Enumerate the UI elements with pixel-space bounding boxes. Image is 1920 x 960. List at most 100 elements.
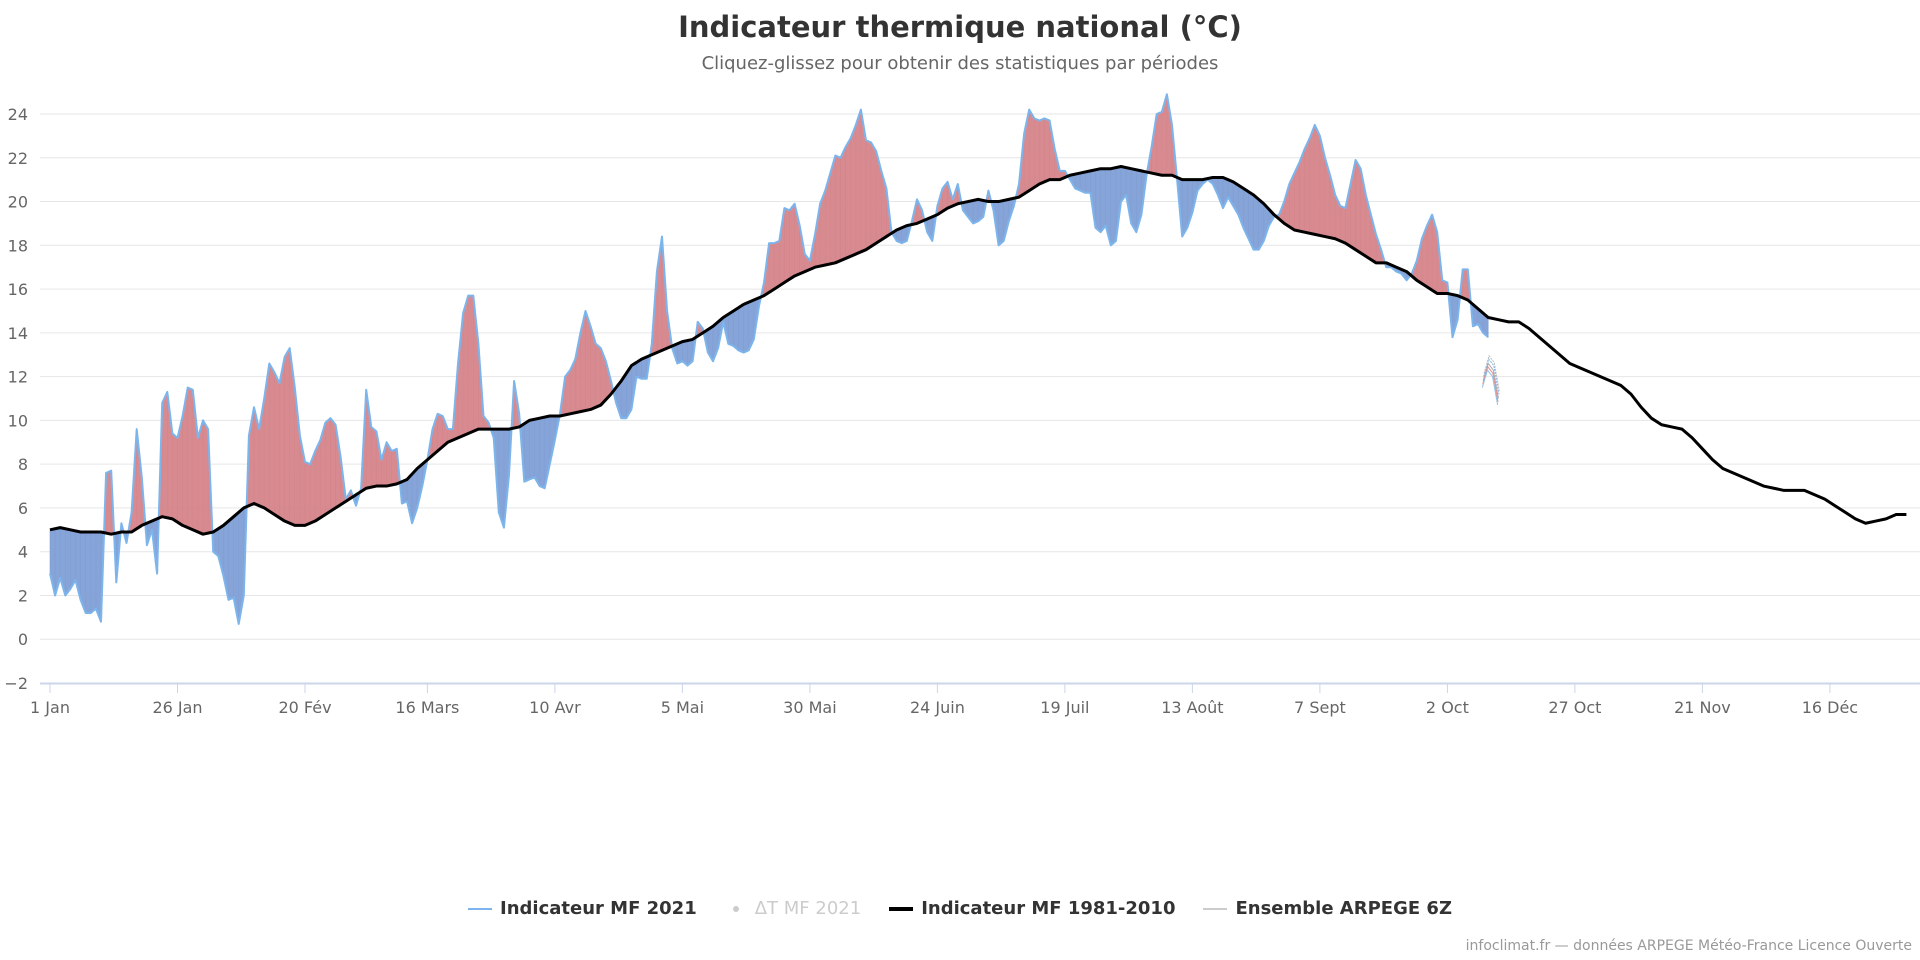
- y-tick-label: 18: [8, 236, 28, 255]
- delta-area: [391, 448, 398, 486]
- delta-area: [401, 479, 408, 505]
- line-symbol-icon: [1203, 907, 1228, 910]
- legend: Indicateur MF 2021 ΔT MF 2021 Indicateur…: [0, 898, 1920, 919]
- delta-area: [1034, 117, 1040, 188]
- delta-areas: [49, 94, 1489, 624]
- delta-area: [534, 417, 540, 488]
- y-tick-label: −2: [4, 674, 28, 693]
- x-tick-label: 27 Oct: [1548, 698, 1601, 717]
- x-axis: 1 Jan 26 Jan 20 Fév 16 Mars 10 Avr 5 Mai 30 Ma…: [30, 682, 1920, 717]
- delta-area: [304, 461, 311, 526]
- delta-area: [523, 419, 530, 483]
- delta-area: [768, 242, 775, 293]
- delta-area: [325, 417, 331, 516]
- delta-area: [865, 139, 872, 251]
- delta-area: [595, 343, 602, 408]
- series-line-indicateur-2021: [49, 93, 1489, 625]
- legend-item-indicateur-1981-2010[interactable]: Indicateur MF 1981-2010: [889, 898, 1175, 919]
- delta-area: [1028, 108, 1035, 192]
- chart-title: Indicateur thermique national (°C): [678, 10, 1242, 44]
- delta-area: [1340, 205, 1346, 244]
- y-tick-label: 0: [18, 630, 28, 649]
- delta-area: [314, 439, 321, 522]
- delta-area: [268, 362, 275, 516]
- y-tick-label: 24: [8, 105, 28, 124]
- legend-label: ΔT MF 2021: [754, 898, 862, 919]
- delta-area: [1355, 158, 1361, 254]
- x-tick-label: 16 Mars: [395, 698, 459, 717]
- delta-area: [467, 295, 474, 434]
- delta-area: [85, 531, 92, 614]
- credits-link[interactable]: infoclimat.fr — données ARPEGE Météo-Fra…: [1465, 938, 1912, 954]
- delta-area: [274, 372, 280, 519]
- series-line-ensemble-member: [1482, 365, 1499, 402]
- dot-symbol-icon: [732, 905, 739, 912]
- x-tick-label: 30 Mai: [783, 698, 837, 717]
- series-line-ensemble-member: [1483, 358, 1500, 395]
- legend-item-delta-t-2021[interactable]: ΔT MF 2021: [725, 898, 861, 919]
- y-tick-label: 8: [18, 455, 28, 474]
- y-tick-label: 16: [8, 280, 28, 299]
- delta-area: [1110, 167, 1117, 246]
- x-tick-label: 5 Mai: [661, 698, 704, 717]
- delta-area: [1100, 168, 1106, 234]
- y-tick-label: 14: [8, 324, 28, 343]
- legend-label: Indicateur MF 1981-2010: [921, 898, 1176, 919]
- delta-area: [1304, 137, 1310, 234]
- delta-area: [743, 301, 750, 353]
- delta-area: [1253, 194, 1259, 250]
- delta-area: [1044, 117, 1050, 183]
- y-tick-label: 2: [18, 586, 28, 605]
- delta-area: [228, 516, 234, 601]
- y-tick-label: 20: [8, 193, 28, 212]
- y-tick-label: 12: [8, 368, 28, 387]
- y-tick-label: 10: [8, 411, 28, 430]
- delta-area: [845, 136, 852, 259]
- x-tick-label: 26 Jan: [152, 698, 202, 717]
- grid-lines: [40, 113, 1920, 640]
- delta-area: [1309, 124, 1316, 235]
- delta-area: [1079, 171, 1086, 194]
- delta-area: [65, 528, 71, 597]
- x-tick-label: 21 Nov: [1674, 698, 1731, 717]
- delta-area: [1039, 117, 1045, 185]
- series-line-ensemble-member: [1481, 368, 1499, 406]
- delta-area: [727, 310, 734, 347]
- delta-area: [855, 109, 862, 255]
- delta-area: [330, 417, 336, 512]
- series-line-ensemble-member: [1483, 354, 1500, 391]
- y-tick-label: 4: [18, 543, 28, 562]
- y-tick-label: 22: [8, 149, 28, 168]
- delta-area: [840, 146, 846, 262]
- delta-area: [870, 141, 877, 247]
- legend-label: Ensemble ARPEGE 6Z: [1235, 898, 1452, 919]
- delta-area: [733, 307, 739, 352]
- delta-area: [789, 202, 795, 280]
- delta-area: [998, 200, 1005, 246]
- delta-area: [90, 531, 97, 614]
- legend-item-ensemble-arpege[interactable]: Ensemble ARPEGE 6Z: [1203, 898, 1452, 919]
- delta-area: [284, 347, 291, 524]
- delta-area: [1156, 111, 1163, 176]
- y-tick-label: 6: [18, 499, 28, 518]
- delta-area: [835, 155, 841, 264]
- x-tick-label: 2 Oct: [1426, 698, 1469, 717]
- x-tick-label: 7 Sept: [1294, 698, 1346, 717]
- delta-area: [972, 198, 979, 224]
- series-line-ensemble-member: [1482, 362, 1499, 399]
- delta-area: [773, 240, 780, 290]
- legend-item-indicateur-2021[interactable]: Indicateur MF 2021: [468, 898, 697, 919]
- delta-area: [738, 303, 744, 353]
- line-symbol-icon: [468, 907, 492, 910]
- delta-area: [850, 124, 857, 257]
- delta-area: [1314, 124, 1321, 236]
- x-tick-label: 19 Juil: [1040, 698, 1089, 717]
- delta-area: [161, 391, 168, 519]
- series-line-indicateur-1981-2010: [49, 165, 1907, 536]
- delta-area: [1085, 170, 1091, 194]
- delta-area: [1462, 269, 1469, 301]
- delta-area: [784, 207, 790, 284]
- delta-area: [105, 470, 112, 535]
